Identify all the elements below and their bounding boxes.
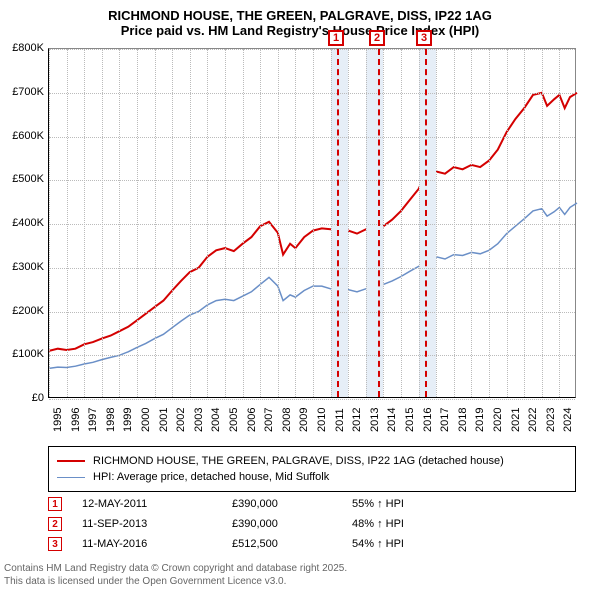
x-tick-label: 2011 (334, 408, 346, 432)
x-tick-label: 2007 (263, 408, 275, 432)
y-tick-label: £100K (12, 348, 44, 360)
x-tick-label: 2009 (298, 408, 310, 432)
footer: Contains HM Land Registry data © Crown c… (4, 563, 347, 588)
x-tick-label: 2005 (228, 408, 240, 432)
transaction-hpi: 54% ↑ HPI (352, 538, 462, 550)
y-tick-label: £400K (12, 217, 44, 229)
plot-area (48, 48, 576, 398)
legend-row: RICHMOND HOUSE, THE GREEN, PALGRAVE, DIS… (57, 453, 567, 469)
x-tick-label: 2001 (158, 408, 170, 432)
x-tick-label: 1998 (105, 408, 117, 432)
footer-line2: This data is licensed under the Open Gov… (4, 576, 347, 589)
event-marker: 3 (416, 30, 432, 46)
chart-svg (49, 49, 575, 397)
x-tick-label: 1996 (70, 408, 82, 432)
transactions-table: 1 12-MAY-2011£390,00055% ↑ HPI 2 11-SEP-201… (48, 494, 462, 554)
x-tick-label: 2017 (439, 408, 451, 432)
x-tick-label: 2010 (316, 408, 328, 432)
x-tick-label: 2021 (510, 408, 522, 432)
chart-title-block: RICHMOND HOUSE, THE GREEN, PALGRAVE, DIS… (0, 0, 600, 42)
transaction-hpi: 48% ↑ HPI (352, 518, 462, 530)
chart-title-line1: RICHMOND HOUSE, THE GREEN, PALGRAVE, DIS… (0, 8, 600, 23)
transaction-date: 11-MAY-2016 (82, 538, 232, 550)
y-tick-label: £600K (12, 130, 44, 142)
y-tick-label: £700K (12, 86, 44, 98)
legend-swatch-red (57, 460, 85, 462)
x-tick-label: 2014 (386, 408, 398, 432)
transaction-row: 3 11-MAY-2016£512,50054% ↑ HPI (48, 534, 462, 554)
chart-title-line2: Price paid vs. HM Land Registry's House … (0, 23, 600, 38)
x-tick-label: 2016 (422, 408, 434, 432)
x-tick-label: 2024 (562, 408, 574, 432)
x-tick-label: 2013 (369, 408, 381, 432)
footer-line1: Contains HM Land Registry data © Crown c… (4, 563, 347, 576)
x-tick-label: 2020 (492, 408, 504, 432)
x-tick-label: 2006 (246, 408, 258, 432)
transaction-hpi: 55% ↑ HPI (352, 498, 462, 510)
y-tick-label: £0 (32, 392, 44, 404)
x-tick-label: 2018 (457, 408, 469, 432)
x-tick-label: 1997 (87, 408, 99, 432)
transaction-row: 2 11-SEP-2013£390,00048% ↑ HPI (48, 514, 462, 534)
x-tick-label: 1995 (52, 408, 64, 432)
legend-swatch-blue (57, 477, 85, 478)
x-tick-label: 2008 (281, 408, 293, 432)
x-tick-label: 2002 (175, 408, 187, 432)
x-tick-label: 2004 (210, 408, 222, 432)
legend-label: HPI: Average price, detached house, Mid … (93, 471, 329, 483)
y-tick-label: £200K (12, 305, 44, 317)
x-tick-label: 2022 (527, 408, 539, 432)
transaction-marker: 2 (48, 517, 62, 531)
y-tick-label: £500K (12, 173, 44, 185)
y-tick-label: £300K (12, 261, 44, 273)
x-tick-label: 2000 (140, 408, 152, 432)
transaction-price: £390,000 (232, 498, 352, 510)
legend-row: HPI: Average price, detached house, Mid … (57, 469, 567, 485)
chart-container: RICHMOND HOUSE, THE GREEN, PALGRAVE, DIS… (0, 0, 600, 590)
event-marker: 2 (369, 30, 385, 46)
transaction-price: £390,000 (232, 518, 352, 530)
transaction-marker: 1 (48, 497, 62, 511)
legend-label: RICHMOND HOUSE, THE GREEN, PALGRAVE, DIS… (93, 455, 504, 467)
x-tick-label: 1999 (122, 408, 134, 432)
transaction-date: 12-MAY-2011 (82, 498, 232, 510)
x-tick-label: 2019 (474, 408, 486, 432)
transaction-price: £512,500 (232, 538, 352, 550)
legend: RICHMOND HOUSE, THE GREEN, PALGRAVE, DIS… (48, 446, 576, 492)
transaction-date: 11-SEP-2013 (82, 518, 232, 530)
x-tick-label: 2003 (193, 408, 205, 432)
transaction-marker: 3 (48, 537, 62, 551)
event-marker: 1 (328, 30, 344, 46)
x-tick-label: 2012 (351, 408, 363, 432)
x-tick-label: 2015 (404, 408, 416, 432)
y-tick-label: £800K (12, 42, 44, 54)
x-tick-label: 2023 (545, 408, 557, 432)
transaction-row: 1 12-MAY-2011£390,00055% ↑ HPI (48, 494, 462, 514)
